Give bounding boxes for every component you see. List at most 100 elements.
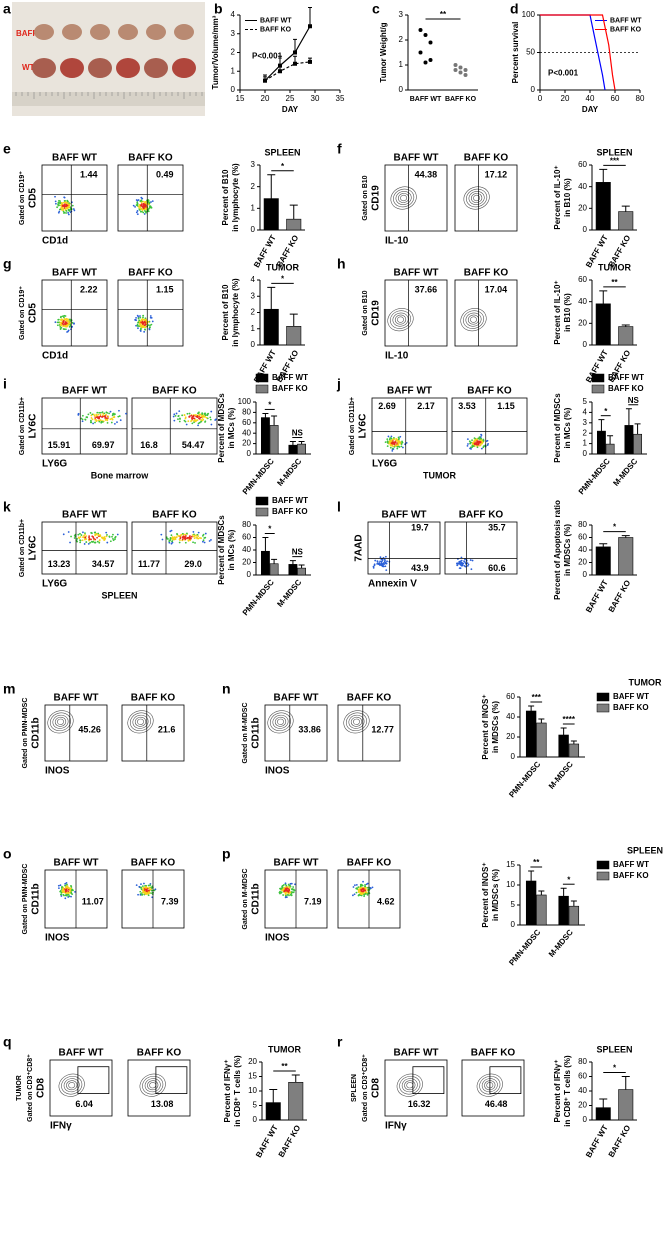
- plot-title: BAFF WT: [394, 1048, 439, 1059]
- plot-title: BAFF KO: [347, 693, 392, 704]
- cell-dot: [70, 895, 72, 898]
- x-axis-title: INOS: [265, 933, 290, 944]
- y-tick-label: 4: [251, 275, 256, 284]
- cell-dot: [193, 537, 196, 540]
- x-tick-label: BAFF KO: [277, 1124, 303, 1159]
- cell-dot: [473, 437, 476, 440]
- cell-dot: [476, 441, 478, 444]
- cell-dot: [171, 540, 174, 542]
- cell-dot: [360, 888, 363, 891]
- cell-dot: [145, 205, 147, 208]
- plot-frame: [371, 397, 448, 455]
- cell-dot: [353, 884, 356, 887]
- y-tick-label: 40: [578, 297, 587, 306]
- gate-percent: 69.97: [92, 440, 115, 450]
- cell-dot: [65, 317, 68, 320]
- y-tick-label: 80: [242, 520, 251, 529]
- cell-dot: [191, 534, 194, 536]
- cell-dot: [150, 201, 152, 203]
- cell-dot: [66, 886, 69, 889]
- y-axis-title: Gated on M-MDSC: [242, 868, 249, 929]
- y-axis-title: CD19: [371, 185, 382, 211]
- error-bar: [538, 890, 545, 895]
- cell-dot: [147, 894, 150, 897]
- legend-swatch: [255, 496, 269, 506]
- cell-dot: [54, 195, 56, 198]
- point: [453, 68, 458, 72]
- bar: [558, 895, 569, 926]
- cell-dot: [77, 414, 80, 416]
- y-tick-label: 0: [247, 570, 252, 579]
- y-tick-label: 15: [506, 860, 515, 869]
- error-bar: [599, 168, 608, 183]
- y-axis-title: Gated on CD3⁺CD8⁺: [362, 1054, 369, 1122]
- cell-dot: [177, 415, 180, 418]
- cell-dot: [57, 204, 60, 207]
- cell-dot: [99, 411, 102, 414]
- cell-dot: [184, 533, 187, 536]
- marker: [263, 78, 267, 83]
- cell-dot: [458, 567, 461, 570]
- cell-dot: [160, 533, 163, 536]
- cell-dot: [98, 541, 101, 544]
- cell-dot: [140, 201, 143, 204]
- cell-dot: [139, 315, 141, 317]
- cell-dot: [67, 200, 69, 203]
- cell-dot: [91, 535, 94, 538]
- cell-dot: [144, 326, 147, 329]
- point: [458, 70, 463, 75]
- cell-dot: [172, 537, 175, 540]
- legend-label: BAFF WT: [272, 496, 308, 505]
- cell-dot: [140, 327, 142, 330]
- chart-title: TUMOR: [266, 262, 299, 272]
- panel-label: i: [3, 376, 7, 392]
- cell-dot: [101, 411, 104, 414]
- cell-dot: [143, 321, 146, 324]
- plot-frame: [41, 521, 128, 575]
- cell-dot: [464, 561, 467, 564]
- cell-dot: [61, 885, 63, 888]
- contour: [52, 714, 69, 729]
- cell-dot: [210, 410, 213, 413]
- marker: [308, 59, 312, 64]
- gate-box: [77, 1066, 110, 1094]
- cell-dot: [384, 441, 387, 444]
- cell-dot: [397, 440, 399, 442]
- y-tick-label: 0: [251, 340, 256, 349]
- gate-percent: 7.19: [304, 896, 322, 906]
- cell-dot: [140, 886, 142, 889]
- y-tick-label: 3: [251, 291, 256, 300]
- bar: [618, 211, 634, 231]
- cell-dot: [97, 413, 100, 416]
- cell-dot: [171, 536, 174, 539]
- cell-dot: [99, 419, 102, 421]
- plot-title: BAFF KO: [467, 386, 512, 397]
- gate-box: [412, 1066, 445, 1094]
- x-tick-label: M-MDSC: [275, 457, 303, 488]
- contour: [134, 716, 147, 727]
- legend-label: BAFF KO: [272, 384, 308, 393]
- cell-dot: [117, 415, 120, 418]
- cell-dot: [285, 887, 288, 890]
- cell-dot: [289, 882, 292, 885]
- gate-percent: 1.44: [80, 169, 98, 179]
- error-bar: [570, 740, 577, 744]
- cell-dot: [363, 893, 366, 896]
- gate-percent: 15.91: [48, 440, 71, 450]
- y-tick-label: 40: [242, 428, 251, 437]
- plot-title: BAFF WT: [54, 858, 99, 869]
- gate-percent: 34.57: [92, 559, 115, 569]
- y-axis-title: LY6C: [358, 414, 369, 439]
- x-axis-title: IFNγ: [385, 1121, 407, 1132]
- cell-dot: [106, 541, 109, 544]
- chart-title: TUMOR: [629, 677, 662, 687]
- cell-dot: [475, 438, 478, 441]
- cell-dot: [140, 203, 143, 206]
- cell-dot: [178, 534, 181, 537]
- point: [428, 58, 433, 62]
- cell-dot: [136, 204, 139, 207]
- x-axis-note: SPLEEN: [101, 590, 137, 600]
- legend-swatch: [596, 703, 610, 713]
- x-axis-title: CD1d: [42, 236, 68, 247]
- cell-dot: [145, 888, 148, 891]
